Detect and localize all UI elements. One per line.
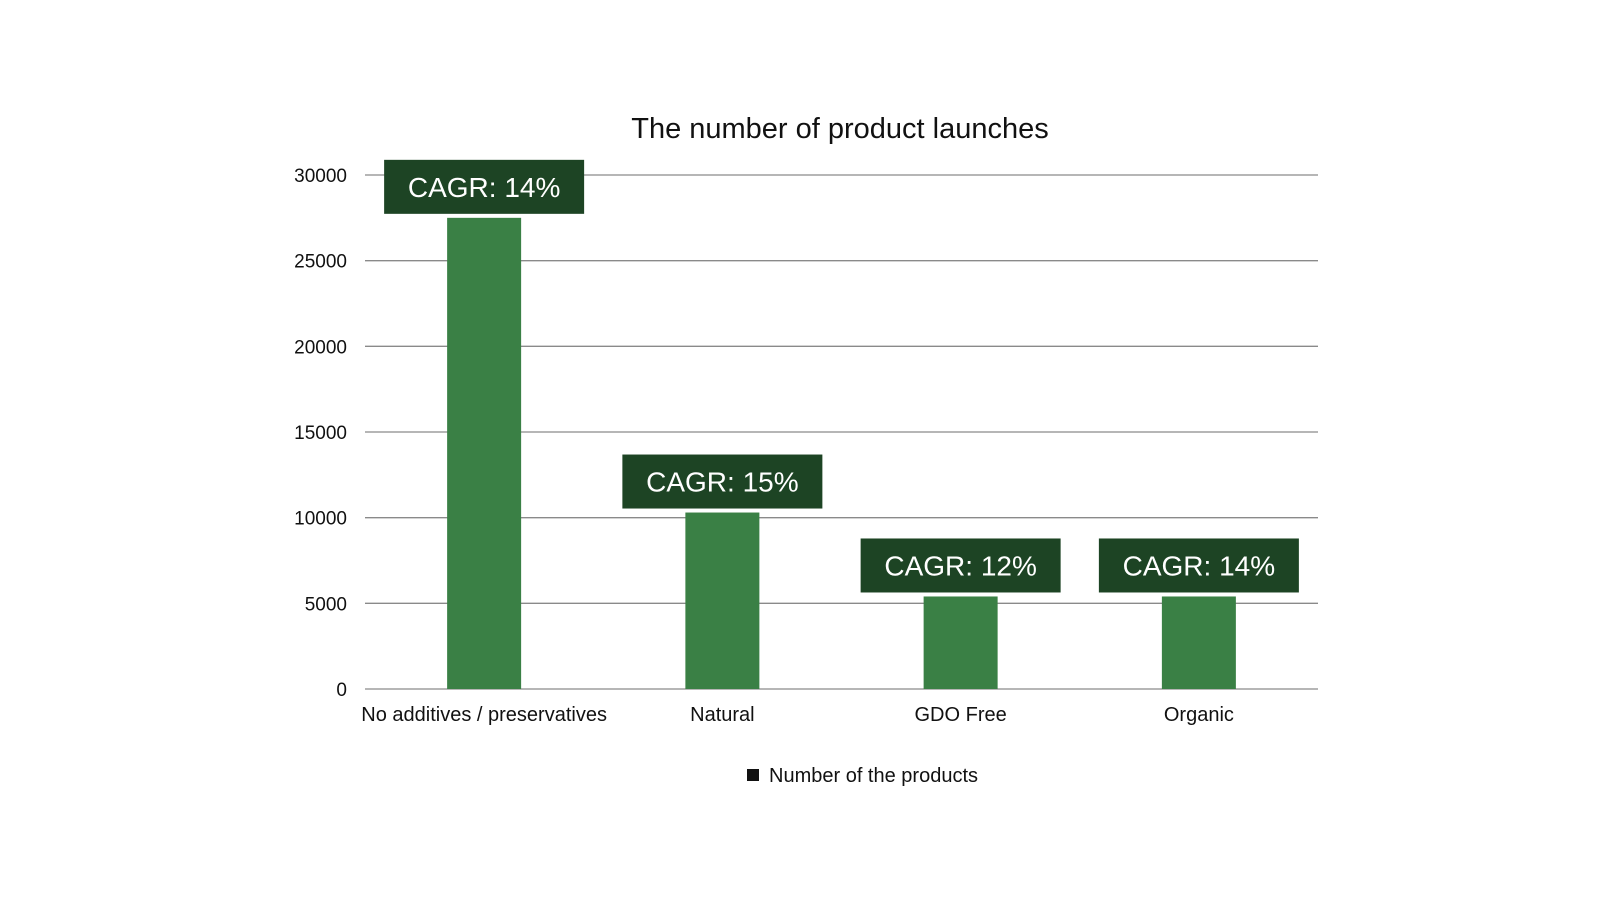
cagr-labels: CAGR: 14% CAGR: 15% CAGR: 12% CAGR: 14% bbox=[384, 159, 1299, 593]
y-tick-label: 10000 bbox=[294, 509, 347, 530]
cagr-label: CAGR: 14% bbox=[408, 172, 561, 203]
bar bbox=[685, 512, 760, 689]
legend-swatch bbox=[747, 769, 759, 781]
x-tick-label: Natural bbox=[690, 704, 754, 726]
bar bbox=[447, 217, 522, 690]
cagr-box bbox=[860, 538, 1061, 593]
y-tick-label: 15000 bbox=[294, 423, 347, 444]
y-tick-label: 30000 bbox=[294, 166, 347, 187]
cagr-box bbox=[384, 159, 585, 214]
bar bbox=[923, 596, 998, 689]
cagr-box bbox=[622, 454, 823, 509]
y-tick-label: 5000 bbox=[305, 594, 347, 615]
bar bbox=[1161, 596, 1236, 689]
cagr-label: CAGR: 12% bbox=[884, 550, 1037, 581]
gridlines bbox=[365, 174, 1318, 690]
x-tick-label: Organic bbox=[1164, 704, 1234, 726]
cagr-box bbox=[1098, 538, 1299, 593]
x-axis-ticks: No additives / preservatives Natural GDO F… bbox=[361, 704, 1234, 726]
x-tick-label: No additives / preservatives bbox=[361, 704, 607, 726]
cagr-label: CAGR: 15% bbox=[646, 467, 799, 498]
cagr-label: CAGR: 14% bbox=[1123, 550, 1276, 581]
y-tick-label: 20000 bbox=[294, 337, 347, 358]
legend-label: Number of the products bbox=[769, 765, 978, 787]
chart-title: The number of product launches bbox=[631, 113, 1049, 145]
legend: Number of the products bbox=[0, 765, 1600, 788]
x-tick-label: GDO Free bbox=[915, 704, 1007, 726]
bars bbox=[447, 217, 1236, 690]
y-tick-label: 0 bbox=[336, 680, 347, 701]
y-tick-label: 25000 bbox=[294, 252, 347, 273]
y-axis-ticks: 0 5000 10000 15000 20000 25000 30000 bbox=[294, 166, 347, 701]
